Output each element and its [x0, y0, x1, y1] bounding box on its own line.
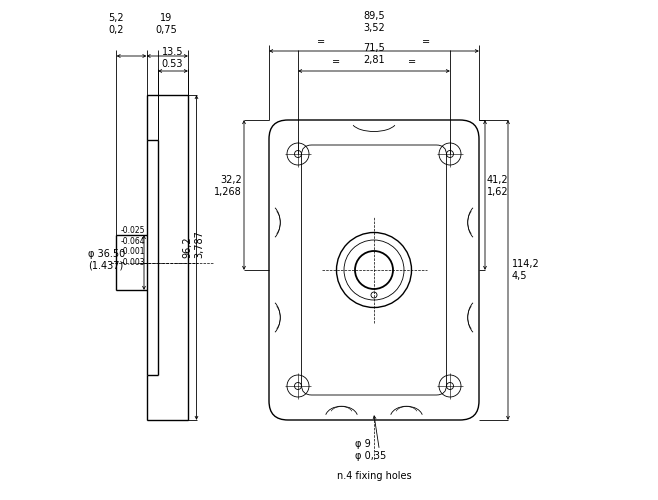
Text: 19
0,75: 19 0,75: [156, 13, 178, 35]
Text: 96,2
3,787: 96,2 3,787: [182, 230, 204, 258]
Text: =: =: [408, 57, 416, 67]
Text: 32,2
1,268: 32,2 1,268: [215, 175, 242, 197]
Text: 13.5
0.53: 13.5 0.53: [161, 47, 183, 69]
Text: 114,2
4,5: 114,2 4,5: [512, 259, 540, 281]
Text: =: =: [332, 57, 340, 67]
Text: =: =: [317, 37, 326, 47]
Text: 71,5
2,81: 71,5 2,81: [363, 43, 385, 65]
Text: φ 9
φ 0,35: φ 9 φ 0,35: [355, 439, 386, 461]
Text: φ 36.50
(1.437): φ 36.50 (1.437): [88, 249, 125, 271]
Text: -0.025
-0.064
-0.001
-0.003: -0.025 -0.064 -0.001 -0.003: [120, 226, 145, 267]
Text: =: =: [422, 37, 430, 47]
Text: n.4 fixing holes: n.4 fixing holes: [337, 471, 411, 481]
Text: 5,2
0,2: 5,2 0,2: [108, 13, 124, 35]
Text: 41,2
1,62: 41,2 1,62: [487, 175, 509, 197]
Text: 89,5
3,52: 89,5 3,52: [363, 12, 385, 34]
